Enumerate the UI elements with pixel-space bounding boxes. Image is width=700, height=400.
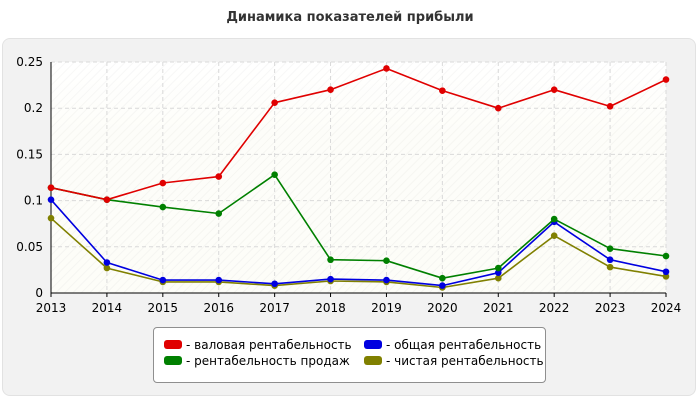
data-point[interactable] xyxy=(159,179,167,187)
x-tick-label: 2022 xyxy=(539,301,570,315)
data-point[interactable] xyxy=(159,276,167,284)
x-tick-label: 2020 xyxy=(427,301,458,315)
legend-label-total-margin: - общая рентабельность xyxy=(386,338,542,352)
x-tick-label: 2024 xyxy=(651,301,682,315)
y-tick-label: 0 xyxy=(35,286,43,300)
data-point[interactable] xyxy=(271,280,278,288)
data-point[interactable] xyxy=(606,256,614,264)
data-point[interactable] xyxy=(327,86,334,94)
y-tick-label: 0.15 xyxy=(16,147,43,161)
data-point[interactable] xyxy=(327,256,334,264)
chart-title: Динамика показателей прибыли xyxy=(226,10,474,25)
legend-label-gross-margin: - валовая рентабельность xyxy=(186,338,352,352)
data-point[interactable] xyxy=(103,259,111,266)
y-tick-label: 0.2 xyxy=(24,101,43,115)
data-point[interactable] xyxy=(662,273,670,280)
data-point[interactable] xyxy=(215,210,223,217)
legend-item-sales-margin: - рентабельность продаж xyxy=(164,353,350,369)
series-line xyxy=(50,217,667,289)
data-point[interactable] xyxy=(383,65,390,72)
data-point[interactable] xyxy=(494,274,502,282)
data-point[interactable] xyxy=(383,276,390,284)
data-point[interactable] xyxy=(439,282,446,289)
series-0 xyxy=(47,65,670,203)
x-tick-label: 2019 xyxy=(371,301,402,315)
data-point[interactable] xyxy=(47,184,55,191)
legend-item-total-margin: - общая рентабельность xyxy=(364,337,541,353)
legend-swatch-sales-margin xyxy=(164,356,182,365)
y-tick-label: 0.1 xyxy=(24,194,43,208)
x-tick-label: 2021 xyxy=(483,301,514,315)
data-point[interactable] xyxy=(494,269,502,276)
data-point[interactable] xyxy=(215,173,223,180)
data-point[interactable] xyxy=(271,171,278,179)
data-point[interactable] xyxy=(662,252,670,260)
data-point[interactable] xyxy=(606,245,614,252)
plot-hatch xyxy=(51,62,666,293)
x-tick-label: 2017 xyxy=(259,301,290,315)
data-point[interactable] xyxy=(383,257,390,264)
data-point[interactable] xyxy=(159,203,167,211)
legend-label-sales-margin: - рентабельность продаж xyxy=(186,354,350,368)
data-point[interactable] xyxy=(103,264,111,272)
legend-label-net-margin: - чистая рентабельность xyxy=(386,354,544,368)
series-line xyxy=(50,199,667,287)
data-point[interactable] xyxy=(494,264,502,272)
data-point[interactable] xyxy=(439,274,446,282)
legend-swatch-gross-margin xyxy=(164,340,182,349)
data-point[interactable] xyxy=(606,103,614,110)
x-tick-labels: 2013 2014 2015 2016 2017 2018 2019 2020 2021 2022… xyxy=(36,301,682,315)
x-tick-label: 2014 xyxy=(92,301,123,315)
x-tick-label: 2018 xyxy=(315,301,346,315)
data-point[interactable] xyxy=(47,214,55,222)
legend-swatch-net-margin xyxy=(364,356,382,365)
series-layer xyxy=(47,65,670,291)
y-tick-labels: 0 0.05 0.1 0.15 0.2 0.25 xyxy=(16,55,43,300)
data-point[interactable] xyxy=(103,196,111,203)
data-point[interactable] xyxy=(606,263,614,271)
data-point[interactable] xyxy=(327,275,334,283)
y-tick-label: 0.05 xyxy=(16,240,43,254)
legend-swatch-total-margin xyxy=(364,340,382,349)
legend-item-net-margin: - чистая рентабельность xyxy=(364,353,544,369)
x-tick-label: 2016 xyxy=(203,301,234,315)
data-point[interactable] xyxy=(494,104,502,112)
x-tick-label: 2015 xyxy=(148,301,179,315)
y-tick-label: 0.25 xyxy=(16,55,43,69)
data-point[interactable] xyxy=(215,276,223,284)
x-tick-label: 2023 xyxy=(595,301,626,315)
data-point[interactable] xyxy=(550,232,558,240)
data-point[interactable] xyxy=(439,87,446,94)
data-point[interactable] xyxy=(550,86,558,94)
series-line xyxy=(50,67,667,201)
legend-item-gross-margin: - валовая рентабельность xyxy=(164,337,352,353)
axes xyxy=(50,62,667,297)
series-line xyxy=(50,173,667,280)
legend: - валовая рентабельность - общая рентабе… xyxy=(153,327,546,383)
data-point[interactable] xyxy=(47,196,55,203)
data-point[interactable] xyxy=(550,215,558,223)
series-2 xyxy=(47,171,670,282)
x-tick-label: 2013 xyxy=(36,301,67,315)
data-point[interactable] xyxy=(662,268,670,276)
data-point[interactable] xyxy=(662,76,670,83)
data-point[interactable] xyxy=(271,99,278,106)
